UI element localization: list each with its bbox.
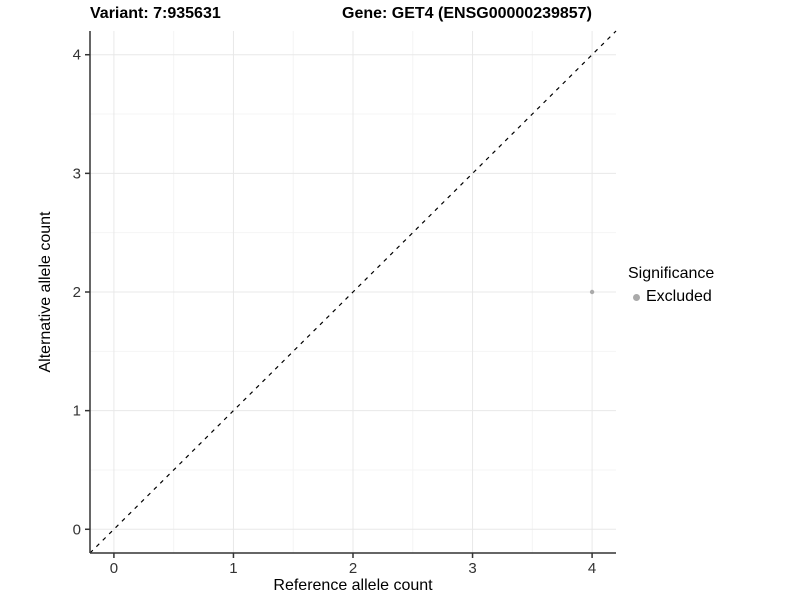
- x-tick-label: 4: [588, 560, 596, 577]
- y-tick-label: 1: [73, 403, 81, 420]
- plot-title-variant: Variant: 7:935631: [90, 5, 221, 22]
- y-tick-label: 4: [73, 47, 81, 64]
- legend-entry-excluded: Excluded: [628, 288, 714, 306]
- identity-line: [89, 30, 617, 554]
- plot-title-gene: Gene: GET4 (ENSG00000239857): [342, 5, 592, 22]
- x-tick-label: 0: [110, 560, 118, 577]
- y-axis-title: Alternative allele count: [37, 211, 54, 373]
- legend-point-icon: [633, 293, 640, 301]
- data-point: [589, 289, 595, 295]
- legend: Significance Excluded: [628, 265, 714, 306]
- x-tick-label: 2: [349, 560, 357, 577]
- legend-entry-label: Excluded: [646, 288, 712, 305]
- y-tick-label: 3: [73, 165, 81, 182]
- x-tick-label: 3: [468, 560, 476, 577]
- x-tick-label: 1: [229, 560, 237, 577]
- legend-title: Significance: [628, 265, 715, 282]
- y-tick-label: 2: [73, 284, 81, 301]
- x-axis-title: Reference allele count: [273, 577, 433, 594]
- y-tick-label: 0: [73, 521, 81, 538]
